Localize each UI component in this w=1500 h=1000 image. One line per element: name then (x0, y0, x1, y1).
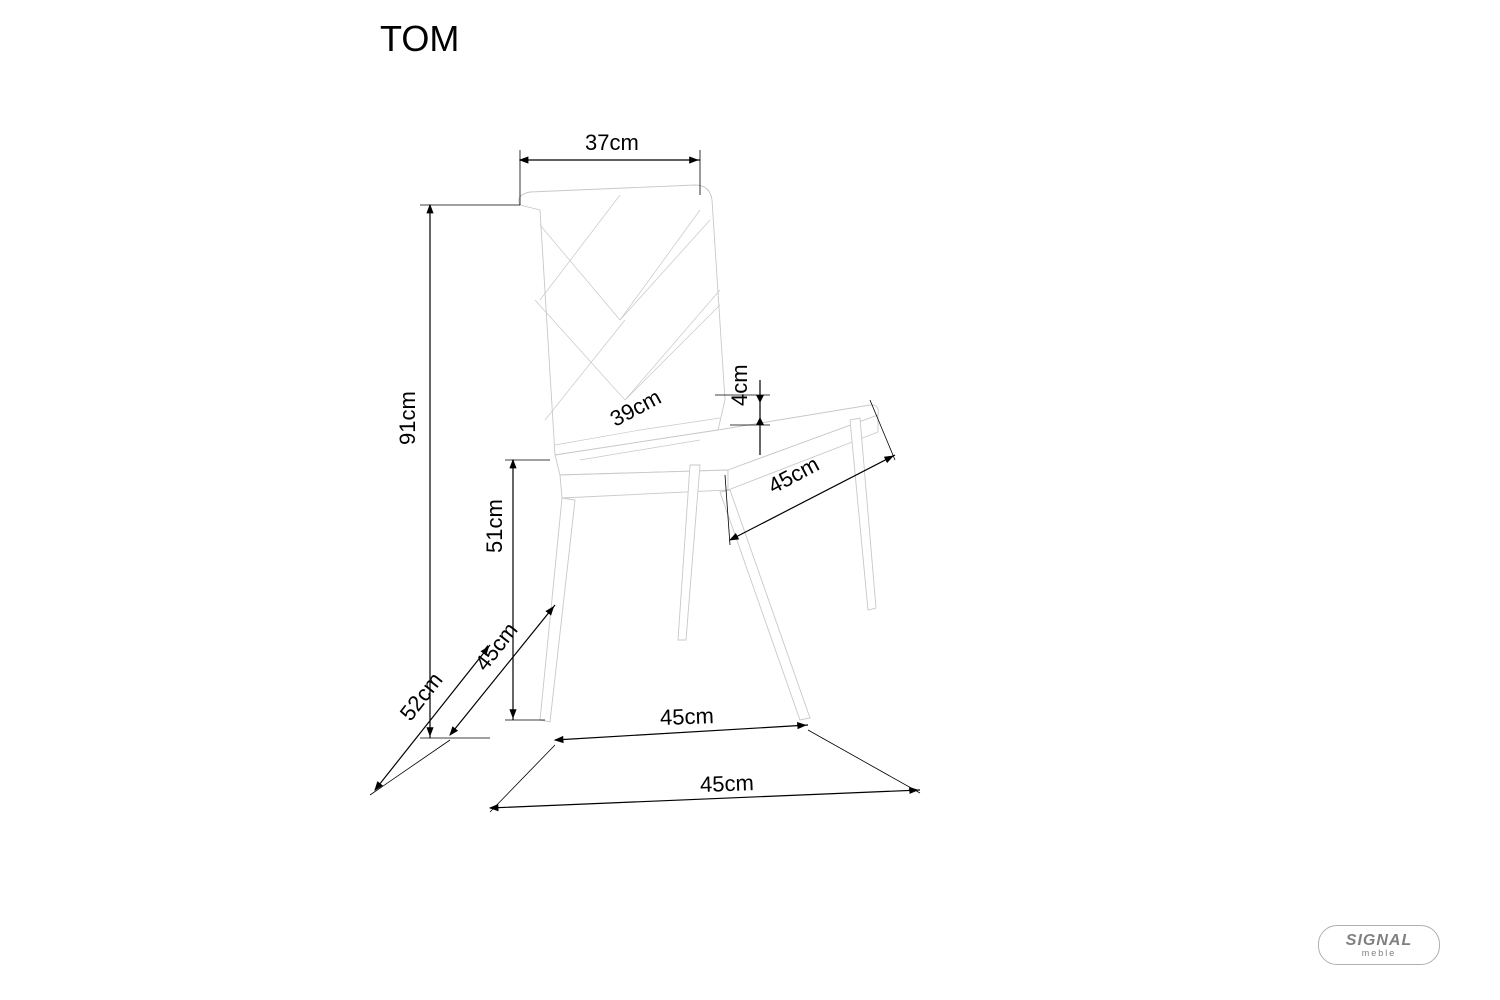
dim-total-height: 91cm (395, 391, 421, 445)
dim-seat-height: 51cm (482, 499, 508, 553)
technical-drawing (0, 0, 1500, 1000)
dim-base-front: 45cm (660, 703, 715, 731)
dim-seat-thick: 4cm (727, 364, 753, 406)
dim-base-overall: 45cm (700, 770, 755, 798)
dim-back-width: 37cm (585, 130, 639, 156)
chair-outline (519, 185, 879, 722)
